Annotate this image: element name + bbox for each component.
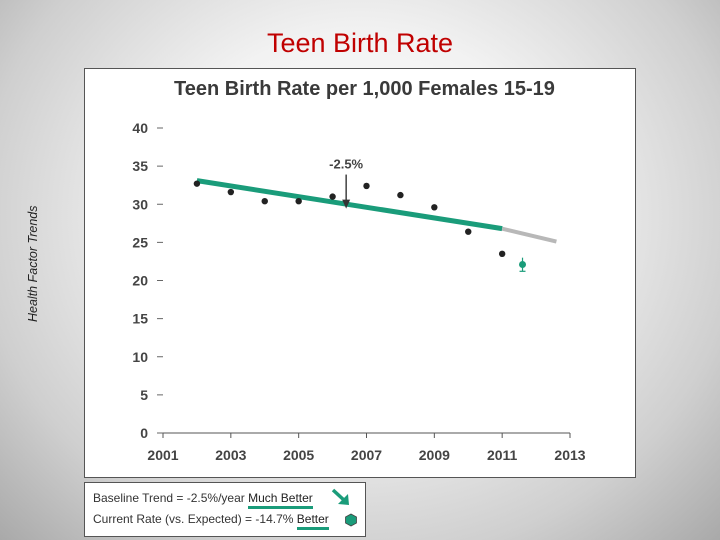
baseline-label: Baseline Trend = -2.5%/year [93,491,245,505]
data-point [193,180,201,187]
y-tick-label: 10 [132,349,148,365]
x-tick-label: 2007 [351,447,382,463]
current-assessment-text: Better [296,512,329,526]
data-point [397,191,404,199]
data-point [465,228,472,235]
side-label: Health Factor Trends [26,205,40,322]
current-row: Current Rate (vs. Expected) = -14.7% Bet… [93,512,329,530]
y-tick-label: 15 [132,311,148,327]
data-point [227,188,235,196]
y-tick-label: 30 [132,196,148,212]
data-point [295,198,302,205]
y-tick-label: 5 [140,387,148,403]
y-tick-label: 20 [132,273,148,289]
baseline-trend-line [196,178,503,232]
chart-svg: Teen Birth Rate per 1,000 Females 15-19 … [132,78,585,463]
data-point [431,204,438,211]
annotation-label: -2.5% [329,157,363,172]
y-tick-label: 35 [132,158,148,174]
current-assessment: Better [296,512,329,530]
y-tick-label: 40 [132,120,148,136]
projected-trend-line [501,226,557,244]
y-tick-label: 0 [140,425,148,441]
chart-frame: Teen Birth Rate per 1,000 Females 15-19 … [84,68,636,478]
slide-title: Teen Birth Rate [266,28,454,58]
data-point [498,250,506,258]
baseline-assessment: Much Better [248,491,313,509]
x-tick-label: 2011 [487,447,518,463]
data-point [363,182,370,190]
x-tick-label: 2013 [554,447,585,463]
annotation-arrow-head [342,199,351,209]
baseline-row: Baseline Trend = -2.5%/year Much Better [93,491,313,509]
x-tick-label: 2001 [147,447,178,463]
x-tick-label: 2005 [283,447,314,463]
green-hexagon-icon [345,513,357,527]
legend-box: Baseline Trend = -2.5%/year Much Better … [84,482,366,537]
down-right-arrow-icon [331,488,349,505]
data-point [329,193,336,200]
current-underline [296,527,329,530]
data-point [261,198,268,205]
x-tick-label: 2003 [215,447,246,463]
current-label: Current Rate (vs. Expected) = -14.7% [93,512,294,526]
current-rate-point [519,260,527,268]
baseline-underline [248,506,313,509]
chart-title: Teen Birth Rate per 1,000 Females 15-19 [174,78,555,100]
x-tick-label: 2009 [419,447,450,463]
y-tick-label: 25 [132,234,148,250]
baseline-assessment-text: Much Better [248,491,313,505]
